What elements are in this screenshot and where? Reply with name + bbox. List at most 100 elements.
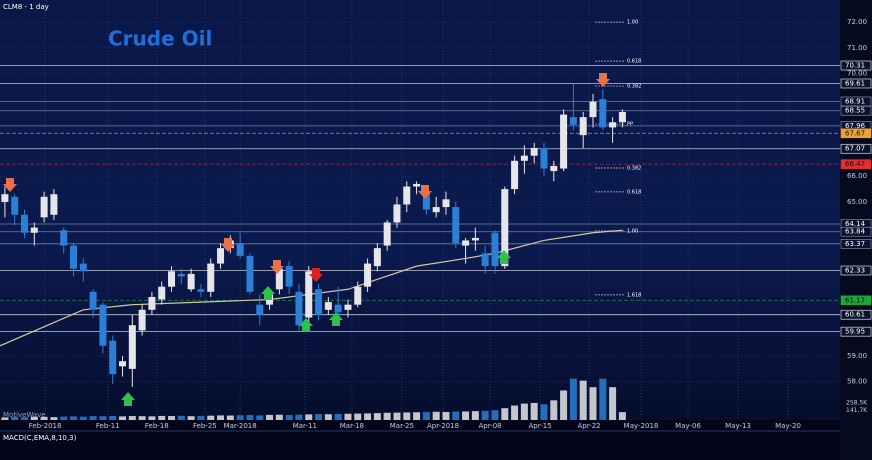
volume-bar: [540, 404, 548, 420]
candle-body: [119, 361, 127, 367]
y-tick-label: 66.00: [847, 172, 867, 180]
sell-arrow: [270, 260, 284, 274]
candle-body: [364, 263, 372, 287]
fib-label: 0.618: [627, 189, 641, 195]
candle-body: [569, 117, 577, 125]
candle-body: [432, 207, 440, 213]
volume-bar: [442, 411, 450, 420]
volume-bar: [60, 416, 68, 420]
volume-bar: [128, 416, 136, 420]
volume-bar: [599, 378, 607, 420]
level-label: 62.33: [845, 267, 865, 275]
candle-body: [177, 273, 185, 277]
level-label: 67.07: [845, 145, 865, 153]
level-label: 63.84: [845, 228, 866, 236]
x-tick-label: Feb-18: [145, 422, 169, 430]
candle-body: [511, 160, 519, 190]
symbol-header: CLM8 - 1 day: [3, 3, 49, 11]
candle-body: [236, 243, 244, 256]
candle-body: [158, 286, 166, 300]
level-label-box: [840, 105, 872, 116]
volume-bar: [618, 412, 626, 420]
level-label: 67.96: [845, 122, 866, 130]
volume-bar: [11, 417, 19, 420]
level-label-box: [840, 60, 872, 71]
candle-body: [168, 271, 176, 287]
fib-label: 0.382: [627, 84, 641, 90]
volume-bar: [560, 390, 568, 420]
plot-layers: Feb-2018 Feb-11 Feb-18 Feb-25 Mar-2018 Mar-11…: [0, 0, 872, 430]
y-tick-label: 70.00: [847, 69, 867, 77]
volume-bar: [89, 416, 97, 420]
candle-body: [501, 189, 509, 267]
candle-body: [40, 196, 48, 218]
candle-body: [452, 207, 460, 244]
level-label-box: [840, 265, 872, 276]
volume-bar: [393, 412, 401, 420]
moving-average: [0, 229, 623, 347]
x-tick-label: Apr-2018: [427, 422, 459, 430]
x-tick-label: May-20: [775, 422, 801, 430]
volume-bar: [50, 417, 58, 420]
candle-body: [442, 199, 450, 208]
candle-body: [413, 183, 421, 187]
buy-arrow: [261, 286, 275, 300]
candle-body: [60, 230, 68, 246]
volume-bar: [217, 415, 225, 420]
x-tick-label: Feb-11: [96, 422, 120, 430]
volume-bar: [266, 414, 274, 420]
volume-bar: [334, 413, 342, 420]
volume-bar: [511, 405, 519, 420]
buy-arrow: [299, 318, 313, 332]
volume-bar: [1, 417, 9, 420]
buy-arrow: [121, 392, 135, 406]
level-label: 60.61: [845, 311, 865, 319]
candle-body: [256, 304, 264, 315]
candle-body: [462, 240, 470, 246]
bottom-pane: [0, 420, 840, 460]
level-label: 70.31: [845, 62, 865, 70]
fib-label: 1.00: [627, 228, 638, 234]
volume-bar: [422, 412, 430, 420]
level-label-box: [840, 226, 872, 237]
candle-body: [148, 296, 156, 310]
volume-bar: [471, 411, 479, 420]
volume-bar: [226, 415, 234, 420]
candle-body: [618, 112, 626, 123]
watermark: MotiveWave: [3, 411, 46, 419]
volume-bar: [354, 413, 362, 420]
volume-bar: [403, 412, 411, 420]
x-tick-label: Mar-11: [293, 422, 317, 430]
candle-body: [422, 191, 430, 210]
candle-body: [275, 268, 283, 290]
level-label-box: [840, 143, 872, 154]
sell-arrow: [596, 73, 610, 87]
buy-arrow: [497, 250, 511, 264]
candle-body: [246, 255, 254, 292]
candle-body: [354, 286, 362, 305]
y-tick-label: 71.00: [847, 44, 867, 52]
fib-label: 0.382: [627, 166, 641, 172]
candle-body: [579, 117, 587, 136]
volume-bar: [168, 416, 176, 420]
candle-body: [344, 304, 352, 310]
volume-bar: [462, 411, 470, 420]
y-tick-label: 72.00: [847, 18, 867, 26]
volume-bar: [236, 415, 244, 420]
candle-body: [599, 99, 607, 128]
volume-bar: [324, 414, 332, 420]
candle-body: [295, 291, 303, 326]
y-tick-label: 58.00: [847, 378, 867, 386]
x-tick-label: Mar-25: [390, 422, 414, 430]
volume-bar: [138, 416, 146, 420]
plot-background: [0, 0, 840, 420]
candle-body: [471, 237, 479, 241]
volume-bar: [383, 412, 391, 420]
candle-body: [109, 340, 117, 375]
volume-bar: [373, 413, 381, 420]
signal-arrows: [3, 73, 610, 406]
sell-arrow: [418, 185, 432, 199]
volume-bar: [520, 403, 528, 420]
candle-body: [393, 204, 401, 223]
